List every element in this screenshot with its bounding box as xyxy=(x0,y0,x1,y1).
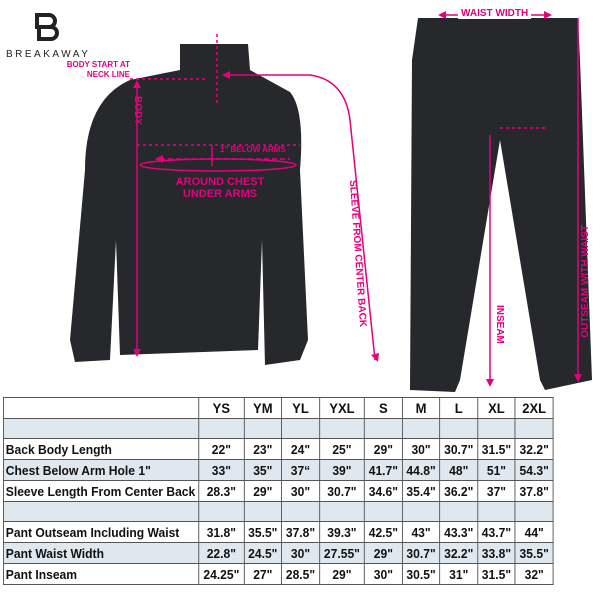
measurement-cell: 31.5" xyxy=(477,563,516,585)
measurement-cell: 44.8" xyxy=(401,459,441,481)
measurement-cell: 30.7" xyxy=(318,480,365,502)
measurement-cell: 39" xyxy=(318,459,365,481)
body-label: BODY xyxy=(132,96,143,125)
measurement-cell: 43.3" xyxy=(439,521,479,543)
measurement-cell: 35.5" xyxy=(243,521,283,543)
measurement-cell: 54.3" xyxy=(514,459,554,481)
brand-logo: BREAKAWAY xyxy=(6,12,91,60)
measurement-cell: 33" xyxy=(198,459,245,481)
measurement-cell: 43.7" xyxy=(477,521,516,543)
jacket xyxy=(70,44,308,365)
spacer-row xyxy=(2,501,554,522)
table-row: Chest Below Arm Hole 1" 33" 35" 37“ 39" 41.7"… xyxy=(2,459,554,481)
size-header: YXL xyxy=(318,397,365,419)
measurement-cell: 29" xyxy=(364,542,403,564)
below-arms-label: 1" BELOW ARMS xyxy=(220,145,286,154)
measurement-cell: 22" xyxy=(198,438,245,460)
measurement-cell: 37" xyxy=(477,480,516,502)
measurement-cell: 30" xyxy=(281,542,320,564)
measurement-cell: 41.7" xyxy=(364,459,403,481)
measurement-cell: 30.7" xyxy=(401,542,441,564)
size-header-row: YS YM YL YXL S M L XL 2XL xyxy=(2,397,554,419)
row-label: Back Body Length xyxy=(2,438,200,460)
measurement-cell: 32.2" xyxy=(439,542,479,564)
measurement-cell: 30" xyxy=(401,438,441,460)
row-label: Chest Below Arm Hole 1" xyxy=(2,459,200,481)
measurement-cell: 28.3" xyxy=(198,480,245,502)
measurement-cell: 31.5" xyxy=(477,438,516,460)
measurement-cell: 44" xyxy=(514,521,554,543)
measurement-cell: 22.8" xyxy=(198,542,245,564)
measurement-cell: 25" xyxy=(318,438,365,460)
measurement-cell: 32" xyxy=(514,563,554,585)
measurement-cell: 35" xyxy=(243,459,283,481)
measurement-cell: 43" xyxy=(401,521,441,543)
measurement-cell: 29" xyxy=(364,438,403,460)
measurement-cell: 30.5" xyxy=(401,563,441,585)
measurement-cell: 33.8" xyxy=(477,542,516,564)
size-header: XL xyxy=(477,397,516,419)
measurement-cell: 29" xyxy=(243,480,283,502)
measurement-cell: 30.7" xyxy=(439,438,479,460)
brand-name: BREAKAWAY xyxy=(6,49,91,60)
size-header: YS xyxy=(198,397,245,419)
size-header: 2XL xyxy=(514,397,554,419)
size-header: L xyxy=(439,397,479,419)
row-label: Pant Inseam xyxy=(2,563,200,585)
spacer-row xyxy=(2,418,554,439)
measurement-cell: 32.2" xyxy=(514,438,554,460)
measurement-cell: 39.3" xyxy=(318,521,365,543)
measurement-cell: 36.2" xyxy=(439,480,479,502)
size-header: M xyxy=(401,397,441,419)
measurement-cell: 29" xyxy=(318,563,365,585)
measurement-cell: 28.5" xyxy=(281,563,320,585)
row-label: Sleeve Length From Center Back xyxy=(2,480,200,502)
around-chest-label: AROUND CHEST UNDER ARMS xyxy=(175,176,265,200)
measurement-cell: 31.8" xyxy=(198,521,245,543)
size-header: YM xyxy=(243,397,283,419)
waist-width-label: WAIST WIDTH xyxy=(458,8,532,19)
measurement-cell: 27" xyxy=(243,563,283,585)
measurement-cell: 24" xyxy=(281,438,320,460)
measurement-cell: 23" xyxy=(243,438,283,460)
outseam-label: OUTSEAM WITH WAIST xyxy=(580,225,591,338)
row-label: Pant Waist Width xyxy=(2,542,200,564)
measurement-cell: 24.5" xyxy=(243,542,283,564)
size-header: YL xyxy=(281,397,320,419)
measurement-cell: 30" xyxy=(364,563,403,585)
measurement-cell: 42.5" xyxy=(364,521,403,543)
measurement-cell: 37.8" xyxy=(514,480,554,502)
table-row: Pant Waist Width 22.8" 24.5" 30" 27.55" 29" 30… xyxy=(2,542,554,564)
logo-b-icon xyxy=(35,13,59,41)
measurement-cell: 30" xyxy=(281,480,320,502)
measurement-cell: 37“ xyxy=(281,459,320,481)
measurement-cell: 37.8" xyxy=(281,521,320,543)
inseam-label: INSEAM xyxy=(494,305,505,344)
table-row: Pant Outseam Including Waist 31.8" 35.5" 37… xyxy=(2,521,554,543)
measurement-cell: 31" xyxy=(439,563,479,585)
size-table: YS YM YL YXL S M L XL 2XL Back Body Leng… xyxy=(2,397,554,585)
table-row: Sleeve Length From Center Back 28.3" 29" 30… xyxy=(2,480,554,502)
table-row: Pant Inseam 24.25" 27" 28.5" 29" 30" 30.5" 31" 3… xyxy=(2,563,554,585)
measurement-cell: 27.55" xyxy=(318,542,365,564)
measurement-cell: 24.25" xyxy=(198,563,245,585)
measurement-cell: 34.6" xyxy=(364,480,403,502)
measurement-cell: 35.4" xyxy=(401,480,441,502)
pants xyxy=(410,18,592,392)
measurement-cell: 35.5" xyxy=(514,542,554,564)
size-header: S xyxy=(364,397,403,419)
table-row: Back Body Length 22" 23" 24" 25" 29" 30" 30.7" 3… xyxy=(2,438,554,460)
row-label: Pant Outseam Including Waist xyxy=(2,521,200,543)
body-start-label: BODY START AT NECK LINE xyxy=(66,60,130,79)
measurement-cell: 48" xyxy=(439,459,479,481)
measurement-cell: 51" xyxy=(477,459,516,481)
garment-illustration xyxy=(70,11,592,392)
